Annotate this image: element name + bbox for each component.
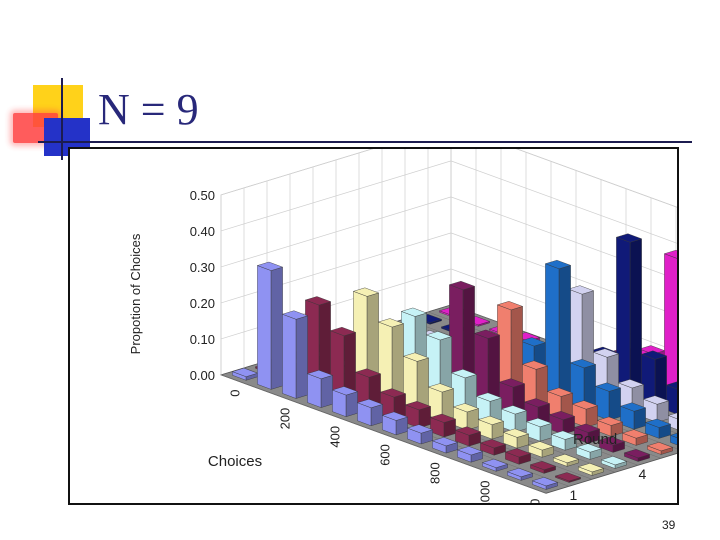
bar-round5-choice1200 bbox=[623, 449, 651, 462]
bar-round2-choice500 bbox=[379, 388, 407, 420]
bar-round3-choice500 bbox=[402, 352, 430, 413]
bar-round9-choice800 bbox=[615, 233, 643, 398]
bar-round5-choice1000 bbox=[573, 423, 601, 444]
bar-round8-choice1000 bbox=[642, 395, 670, 423]
bar-round1-choice900 bbox=[456, 446, 484, 463]
bar-round1-choice500 bbox=[356, 398, 384, 427]
bar-round3-choice1200 bbox=[577, 463, 605, 476]
bar-round7-choice1000 bbox=[619, 402, 647, 430]
bar-round2-choice1000 bbox=[504, 448, 532, 465]
bar-round1-choice300 bbox=[306, 369, 334, 408]
x-tick-label: 0 bbox=[228, 390, 243, 397]
bar-round1-choice800 bbox=[431, 437, 459, 454]
bar-round3-choice900 bbox=[502, 428, 530, 449]
title-underline-rule bbox=[38, 141, 692, 143]
bar-round3-choice800 bbox=[477, 415, 505, 440]
bar-round7-choice1200 bbox=[669, 432, 677, 446]
z-tick-label: 0.10 bbox=[190, 332, 215, 347]
title-accent-vertical-rule bbox=[61, 78, 63, 160]
bar-round4-choice1100 bbox=[575, 443, 603, 460]
bar-round2-choice1100 bbox=[529, 460, 557, 474]
bar-round4-choice1000 bbox=[550, 430, 578, 451]
bar-round3-choice1000 bbox=[527, 441, 555, 458]
bar-round1-choice1000 bbox=[481, 458, 509, 472]
bar-round4-choice900 bbox=[525, 417, 553, 442]
bar-round5-choice600 bbox=[473, 329, 501, 408]
bar-round6-choice800 bbox=[546, 387, 574, 419]
x-tick-label: 800 bbox=[428, 462, 443, 484]
z-axis-label: Propotion of Choices bbox=[128, 233, 143, 354]
bar-round2-choice200 bbox=[304, 296, 332, 392]
bar-round6-choice900 bbox=[571, 400, 599, 428]
bar-round4-choice700 bbox=[475, 392, 503, 424]
bar-round3-choice600 bbox=[427, 383, 455, 422]
x-tick-label: 200 bbox=[278, 408, 293, 430]
y-tick-label: 1 bbox=[570, 487, 578, 503]
bar-round2-choice600 bbox=[404, 401, 432, 429]
y-axis-label: Round bbox=[573, 431, 617, 448]
bar-round1-choice1100 bbox=[506, 467, 534, 481]
bar-round2-choice700 bbox=[429, 413, 457, 438]
page-number: 39 bbox=[662, 518, 676, 532]
bar-round4-choice800 bbox=[500, 405, 528, 433]
bar-round1-choice400 bbox=[331, 386, 359, 417]
floor-gridline bbox=[220, 374, 547, 494]
x-axis-label: Choices bbox=[208, 453, 262, 470]
bar-round2-choice1200 bbox=[554, 472, 582, 483]
bar-round7-choice1100 bbox=[644, 418, 672, 439]
bar-round9-choice900 bbox=[640, 350, 668, 407]
bar-round2-choice900 bbox=[479, 439, 507, 456]
slide-title: N = 9 bbox=[98, 85, 199, 134]
bar-round2-choice300 bbox=[329, 326, 357, 401]
bar-round7-choice900 bbox=[594, 382, 622, 421]
bar-round1-choice700 bbox=[406, 424, 434, 445]
z-tick-label: 0.30 bbox=[190, 260, 215, 275]
bar-round5-choice500 bbox=[448, 280, 476, 399]
bar-round1-choice200 bbox=[281, 310, 309, 399]
z-tick-label: 0.40 bbox=[190, 224, 215, 239]
z-tick-label: 0.50 bbox=[190, 188, 215, 203]
z-tick-label: 0.00 bbox=[190, 368, 215, 383]
bar-round5-choice900 bbox=[548, 410, 576, 435]
bar-round2-choice800 bbox=[454, 426, 482, 447]
z-tick-label: 0.20 bbox=[190, 296, 215, 311]
x-tick-label: 600 bbox=[378, 444, 393, 466]
bar-round6-choice1100 bbox=[621, 429, 649, 446]
bar-round3-choice400 bbox=[377, 318, 405, 403]
bar-round3-choice300 bbox=[352, 287, 380, 394]
bar-round6-choice1000 bbox=[596, 416, 624, 437]
bar-round6-choice600 bbox=[496, 301, 524, 401]
bar-round7-choice700 bbox=[544, 259, 572, 403]
y-tick-label: 4 bbox=[639, 466, 647, 482]
bar-round4-choice600 bbox=[450, 369, 478, 415]
bar-round3-choice1100 bbox=[552, 453, 580, 467]
x-tick-label: 1000 bbox=[478, 481, 493, 504]
bar-round4-choice1200 bbox=[600, 456, 628, 469]
chart-frame: 0.00 0.10 0.20 0.30 0.40 0.50 Propotion of Cho… bbox=[68, 147, 679, 505]
bar-round6-choice1200 bbox=[646, 442, 674, 455]
bar3d-chart: 0.00 0.10 0.20 0.30 0.40 0.50 Propotion of Cho… bbox=[128, 149, 677, 504]
x-tick-label: 400 bbox=[328, 426, 343, 448]
bar-round3-choice700 bbox=[452, 403, 480, 431]
x-tick-label: 1200 bbox=[528, 499, 543, 503]
bar-round5-choice1100 bbox=[598, 436, 626, 453]
bar-round1-choice100 bbox=[256, 261, 284, 390]
z-gridline bbox=[220, 149, 677, 208]
bar-round1-choice600 bbox=[381, 411, 409, 436]
bar-round1-choice1200 bbox=[531, 477, 559, 490]
